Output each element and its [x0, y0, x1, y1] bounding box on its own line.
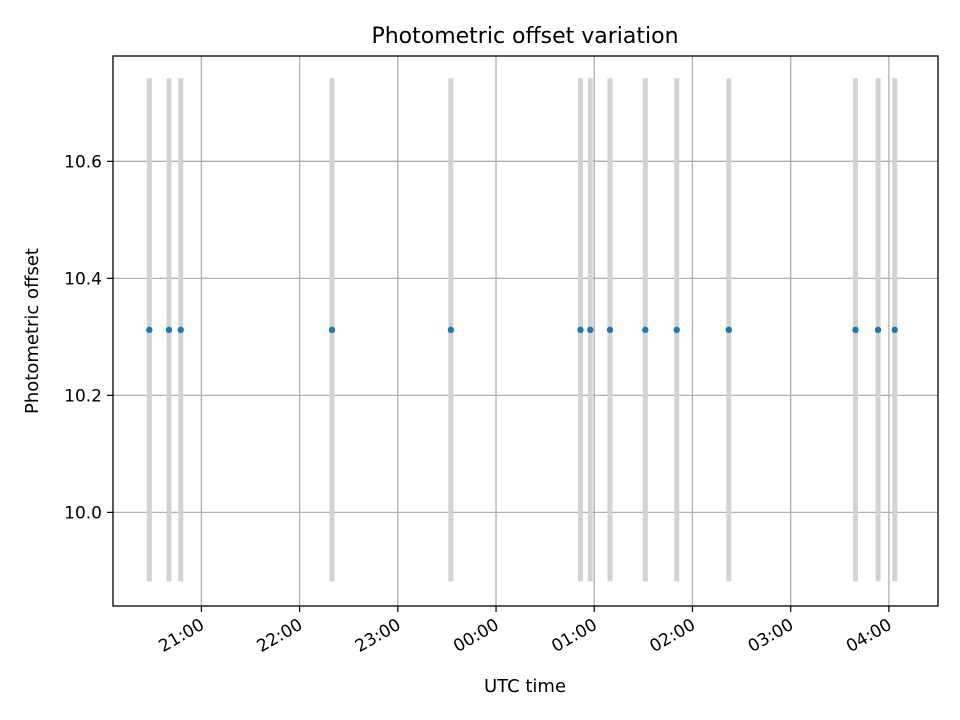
data-point	[587, 326, 594, 334]
data-point	[874, 326, 882, 334]
x-axis-label: UTC time	[484, 676, 566, 697]
data-point	[165, 326, 173, 334]
y-tick-label: 10.4	[64, 269, 102, 289]
y-axis-ticks: 10.0 10.2 10.4 10.6	[64, 152, 113, 523]
data-point	[447, 326, 455, 334]
grid	[113, 56, 938, 606]
y-tick-label: 10.0	[64, 503, 102, 523]
data-point	[891, 326, 898, 334]
plot-area-frame	[112, 55, 939, 607]
chart-title: Photometric offset variation	[371, 24, 678, 49]
data-points	[146, 326, 898, 334]
y-tick-label: 10.2	[64, 386, 102, 406]
data-point	[577, 326, 584, 334]
data-point	[673, 326, 680, 334]
data-point	[146, 326, 153, 334]
data-point	[177, 326, 184, 334]
y-tick-label: 10.6	[64, 152, 102, 172]
data-point	[725, 326, 733, 334]
y-axis-label: Photometric offset	[22, 248, 43, 414]
data-point	[606, 326, 614, 334]
data-point	[852, 326, 859, 334]
data-point	[328, 326, 336, 334]
data-point	[642, 326, 649, 334]
